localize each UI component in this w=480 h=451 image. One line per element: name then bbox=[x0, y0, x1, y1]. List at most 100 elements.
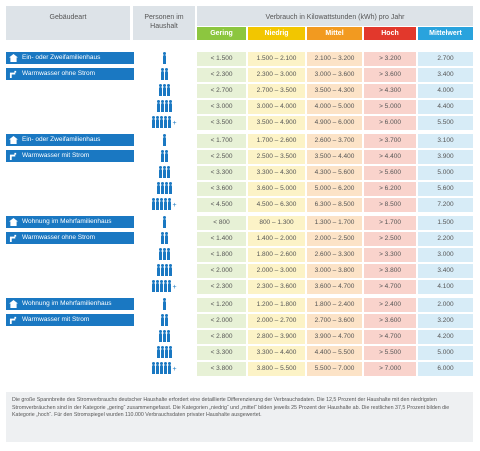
person-icon bbox=[162, 329, 166, 342]
cell-niedrig: 3.000 – 4.000 bbox=[248, 100, 305, 114]
cell-mittelwert: 6.000 bbox=[418, 362, 473, 376]
person-icon bbox=[155, 197, 159, 210]
cell-hoch: > 3.200 bbox=[364, 52, 416, 66]
persons-icon-group bbox=[133, 231, 195, 246]
table-row: < 3.600 3.600 – 5.000 5.000 – 6.200 > 6.200… bbox=[133, 181, 473, 196]
person-icon bbox=[156, 99, 160, 112]
plus-icon: + bbox=[172, 283, 177, 291]
section-label-water: Warmwasser mit Strom bbox=[6, 314, 134, 326]
table-row: < 2.700 2.700 – 3.500 3.500 – 4.300 > 4.300… bbox=[133, 83, 473, 98]
cell-mittel: 4.300 – 5.600 bbox=[307, 166, 362, 180]
label-text: Warmwasser mit Strom bbox=[22, 152, 90, 159]
label-text: Warmwasser ohne Strom bbox=[22, 234, 96, 241]
house-icon bbox=[9, 300, 18, 308]
cell-mittelwert: 2.000 bbox=[418, 298, 473, 312]
cell-hoch: > 5.000 bbox=[364, 100, 416, 114]
cell-niedrig: 2.300 – 3.000 bbox=[248, 68, 305, 82]
header-building-type: Gebäudeart bbox=[6, 6, 130, 40]
house-icon bbox=[9, 54, 18, 62]
table-row: < 2.000 2.000 – 3.000 3.000 – 3.800 > 3.800… bbox=[133, 263, 473, 278]
cell-gering: < 2.800 bbox=[197, 330, 246, 344]
cell-hoch: > 6.000 bbox=[364, 116, 416, 130]
cell-niedrig: 2.700 – 3.500 bbox=[248, 84, 305, 98]
person-icon bbox=[164, 263, 168, 276]
cell-gering: < 3.500 bbox=[197, 116, 246, 130]
cell-mittel: 3.000 – 3.800 bbox=[307, 264, 362, 278]
cell-mittel: 4.900 – 6.000 bbox=[307, 116, 362, 130]
persons-icon-group bbox=[133, 51, 195, 66]
person-icon bbox=[158, 83, 162, 96]
cell-mittelwert: 3.200 bbox=[418, 314, 473, 328]
persons-icon-group bbox=[133, 133, 195, 148]
label-text: Ein- oder Zweifamilienhaus bbox=[22, 54, 101, 61]
person-icon bbox=[155, 115, 159, 128]
cell-mittel: 5.500 – 7.000 bbox=[307, 362, 362, 376]
cell-mittel: 3.500 – 4.300 bbox=[307, 84, 362, 98]
category-mittel: Mittel bbox=[307, 27, 362, 40]
category-niedrig: Niedrig bbox=[248, 27, 305, 40]
persons-icon-group bbox=[133, 263, 195, 278]
person-icon bbox=[160, 231, 164, 244]
cell-hoch: > 3.600 bbox=[364, 68, 416, 82]
cell-hoch: > 6.200 bbox=[364, 182, 416, 196]
cell-niedrig: 3.300 – 4.300 bbox=[248, 166, 305, 180]
person-icon bbox=[164, 345, 168, 358]
person-icon bbox=[168, 181, 172, 194]
label-text: Wohnung im Mehrfamilienhaus bbox=[22, 300, 112, 307]
cell-niedrig: 3.800 – 5.500 bbox=[248, 362, 305, 376]
cell-mittel: 3.600 – 4.700 bbox=[307, 280, 362, 294]
person-icon bbox=[160, 67, 164, 80]
cell-mittel: 3.000 – 3.600 bbox=[307, 68, 362, 82]
person-icon bbox=[156, 263, 160, 276]
table-row: < 2.000 2.000 – 2.700 2.700 – 3.600 > 3.600… bbox=[133, 313, 473, 328]
cell-gering: < 2.700 bbox=[197, 84, 246, 98]
cell-hoch: > 7.000 bbox=[364, 362, 416, 376]
person-icon bbox=[164, 313, 168, 326]
person-icon bbox=[166, 329, 170, 342]
persons-icon-group bbox=[133, 67, 195, 82]
person-icon bbox=[160, 181, 164, 194]
person-icon bbox=[151, 279, 155, 292]
cell-hoch: > 3.600 bbox=[364, 314, 416, 328]
cell-gering: < 2.000 bbox=[197, 264, 246, 278]
persons-icon-group bbox=[133, 83, 195, 98]
label-text: Warmwasser ohne Strom bbox=[22, 70, 96, 77]
table-row: < 3.300 3.300 – 4.400 4.400 – 5.500 > 5.500… bbox=[133, 345, 473, 360]
section-label-building: Wohnung im Mehrfamilienhaus bbox=[6, 298, 134, 310]
cell-hoch: > 3.800 bbox=[364, 264, 416, 278]
section-label-water: Warmwasser ohne Strom bbox=[6, 232, 134, 244]
cell-mittel: 5.000 – 6.200 bbox=[307, 182, 362, 196]
person-icon bbox=[163, 197, 167, 210]
person-icon bbox=[166, 165, 170, 178]
cell-niedrig: 1.800 – 2.600 bbox=[248, 248, 305, 262]
person-icon bbox=[160, 313, 164, 326]
persons-icon-group bbox=[133, 149, 195, 164]
persons-icon-group bbox=[133, 99, 195, 114]
cell-mittel: 2.600 – 3.700 bbox=[307, 134, 362, 148]
category-mittelwert: Mittelwert bbox=[418, 27, 473, 40]
person-icon bbox=[151, 197, 155, 210]
cell-mittel: 3.500 – 4.400 bbox=[307, 150, 362, 164]
cell-niedrig: 2.000 – 3.000 bbox=[248, 264, 305, 278]
persons-icon-group bbox=[133, 313, 195, 328]
person-icon bbox=[151, 361, 155, 374]
section-label-water: Warmwasser ohne Strom bbox=[6, 68, 134, 80]
cell-hoch: > 5.600 bbox=[364, 166, 416, 180]
cell-mittelwert: 1.500 bbox=[418, 216, 473, 230]
plus-icon: + bbox=[172, 119, 177, 127]
cell-niedrig: 2.000 – 2.700 bbox=[248, 314, 305, 328]
cell-mittelwert: 3.900 bbox=[418, 150, 473, 164]
faucet-icon bbox=[9, 70, 18, 78]
table-row: < 1.200 1.200 – 1.800 1.800 – 2.400 > 2.400… bbox=[133, 297, 473, 312]
cell-niedrig: 2.800 – 3.900 bbox=[248, 330, 305, 344]
cell-mittelwert: 4.000 bbox=[418, 84, 473, 98]
cell-mittelwert: 2.700 bbox=[418, 52, 473, 66]
cell-niedrig: 3.300 – 4.400 bbox=[248, 346, 305, 360]
person-icon bbox=[160, 149, 164, 162]
cell-gering: < 3.600 bbox=[197, 182, 246, 196]
cell-hoch: > 3.300 bbox=[364, 248, 416, 262]
person-icon bbox=[166, 83, 170, 96]
cell-niedrig: 800 – 1.300 bbox=[248, 216, 305, 230]
cell-gering: < 2.300 bbox=[197, 280, 246, 294]
cell-niedrig: 2.500 – 3.500 bbox=[248, 150, 305, 164]
